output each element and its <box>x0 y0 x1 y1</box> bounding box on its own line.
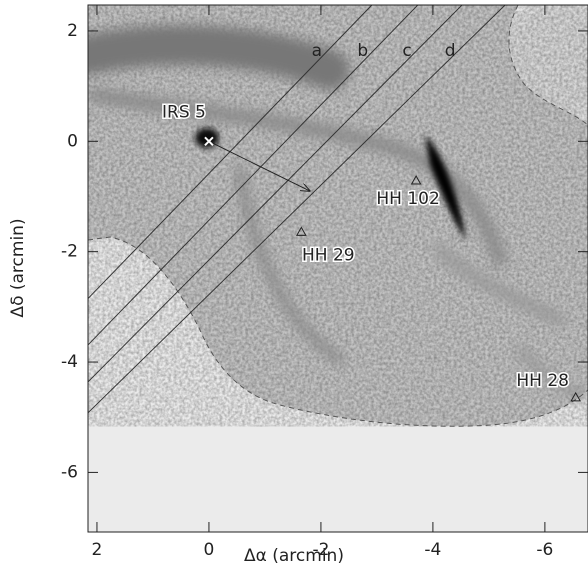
source-label: HH 29 <box>302 245 355 265</box>
x-tick-label: -2 <box>312 540 329 560</box>
source-label: HH 102 <box>376 189 439 209</box>
x-tick-label: -6 <box>536 540 553 560</box>
slit-line <box>88 5 463 383</box>
slit-label: b <box>357 41 368 61</box>
slit-label: d <box>445 41 456 61</box>
plot-frame <box>87 4 588 533</box>
x-tick-label: 2 <box>92 540 103 560</box>
x-tick-label: -4 <box>424 540 441 560</box>
y-tick-label: 0 <box>67 131 78 151</box>
slit-line <box>88 5 506 414</box>
slit-label: a <box>312 41 322 61</box>
x-axis-label: Δα (arcmin) <box>244 546 344 566</box>
source-marker <box>204 136 214 147</box>
y-tick-label: 2 <box>67 21 78 41</box>
source-marker <box>410 175 422 185</box>
source-label: HH 28 <box>516 371 569 391</box>
source-marker <box>570 391 582 402</box>
slit-line <box>88 5 419 346</box>
slit-label: c <box>402 41 411 61</box>
y-tick-label: -4 <box>61 352 78 372</box>
source-label: IRS 5 <box>162 102 206 122</box>
y-tick-label: -2 <box>61 242 78 262</box>
x-tick-label: 0 <box>204 540 215 560</box>
proper-motion-arrow <box>208 140 310 191</box>
y-axis-label: Δδ (arcmin) <box>8 218 28 317</box>
sky-image: a b c d IRS 5 HH 102 HH 29 HH 28 <box>88 5 588 532</box>
y-tick-label: -6 <box>61 462 78 482</box>
source-marker <box>295 226 307 236</box>
